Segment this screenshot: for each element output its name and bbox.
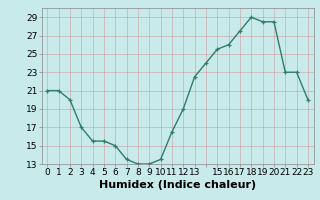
- X-axis label: Humidex (Indice chaleur): Humidex (Indice chaleur): [99, 180, 256, 190]
